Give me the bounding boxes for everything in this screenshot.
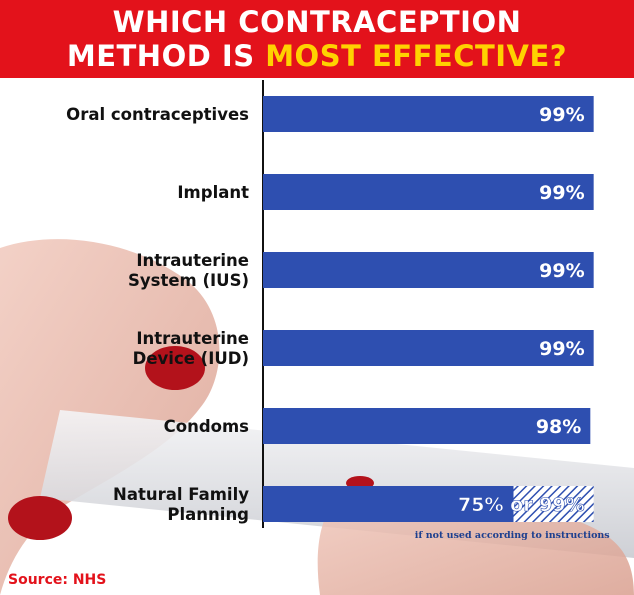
title-line-1: WHICH CONTRACEPTION — [112, 5, 522, 39]
title-line-2-text: METHOD IS — [66, 39, 266, 73]
bar — [263, 174, 594, 210]
category-label-line: Condoms — [164, 417, 250, 436]
source-note: Source: NHS — [8, 572, 107, 588]
category-label-line: Intrauterine — [136, 329, 249, 348]
category-label-line: Intrauterine — [136, 251, 249, 270]
title-line-2: METHOD IS MOST EFFECTIVE? — [0, 39, 634, 73]
fingernail-shape — [145, 346, 205, 390]
bar-chart: Oral contraceptives 99% Implant 99% Intraute… — [66, 80, 610, 541]
title-highlight: MOST EFFECTIVE? — [265, 39, 568, 73]
value-label: 75% or 99% — [458, 494, 585, 516]
category-label-line: Device (IUD) — [133, 349, 249, 368]
category-label-line: Planning — [167, 505, 249, 524]
bar — [263, 408, 591, 444]
bar — [263, 96, 594, 132]
bar — [263, 330, 594, 366]
category-label: Condoms — [164, 417, 250, 436]
category-label-line: Implant — [177, 183, 249, 202]
value-label: 98% — [536, 416, 581, 438]
bar — [263, 252, 594, 288]
value-label: 99% — [539, 338, 584, 360]
value-label: 99% — [539, 260, 584, 282]
bar — [263, 486, 514, 522]
category-label: Intrauterine Device (IUD) — [133, 329, 249, 368]
category-label: Implant — [177, 183, 249, 202]
category-label: Natural Family Planning — [113, 485, 249, 524]
category-label: Intrauterine System (IUS) — [128, 251, 249, 290]
annotation-label: if not used according to instructions — [415, 530, 610, 541]
category-label-line: System (IUS) — [128, 271, 249, 290]
value-label: 99% — [539, 104, 584, 126]
category-label-line: Natural Family — [113, 485, 249, 504]
fingernail-shape — [8, 496, 72, 540]
category-label-line: Oral contraceptives — [66, 105, 249, 124]
value-label: 99% — [539, 182, 584, 204]
category-label: Oral contraceptives — [66, 105, 249, 124]
title-banner: WHICH CONTRACEPTION METHOD IS MOST EFFEC… — [0, 0, 634, 78]
